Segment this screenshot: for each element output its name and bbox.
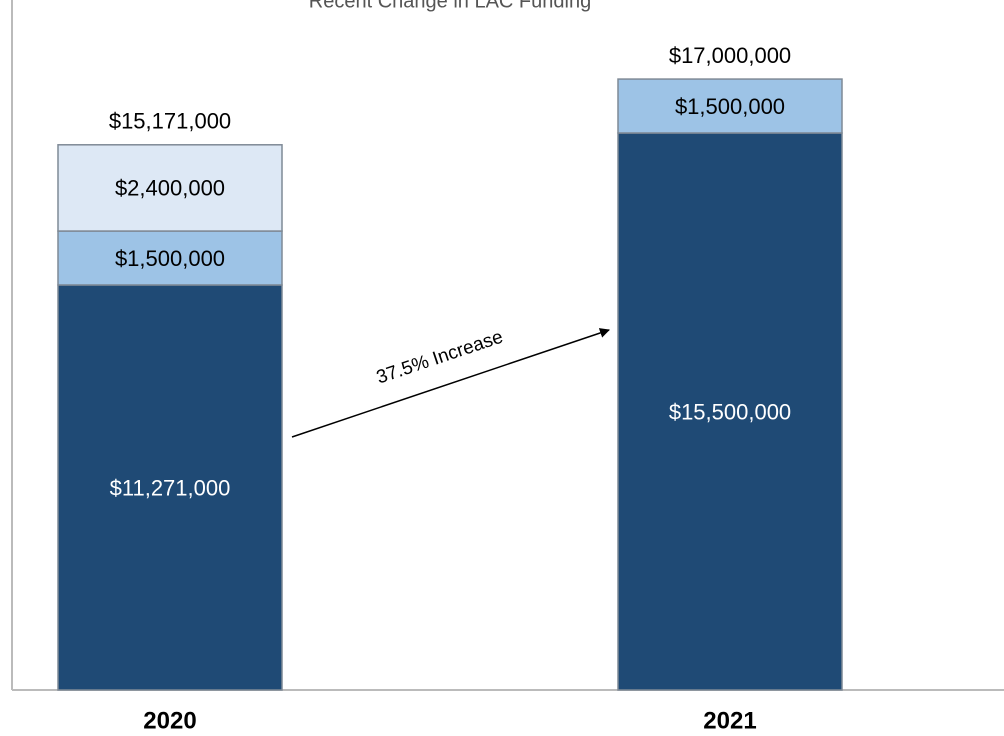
value-label: $1,500,000	[115, 246, 225, 271]
bar-segment	[617, 132, 843, 691]
value-label: $11,271,000	[110, 475, 231, 500]
total-label: $17,000,000	[669, 43, 791, 68]
total-label: $15,171,000	[109, 109, 231, 134]
bar-segment	[57, 284, 283, 691]
annotation: 37.5% Increase	[374, 327, 506, 389]
increase-arrow	[291, 328, 610, 438]
bar-segment	[57, 144, 283, 232]
bar-segment	[617, 78, 843, 134]
x-tick-label: 2020	[143, 707, 196, 734]
value-label: $1,500,000	[675, 94, 785, 119]
value-label: $2,400,000	[115, 176, 225, 201]
chart-title: Recent Change in LAC Funding	[309, 0, 591, 12]
value-label: $15,500,000	[669, 399, 791, 424]
x-tick-label: 2021	[703, 707, 756, 734]
